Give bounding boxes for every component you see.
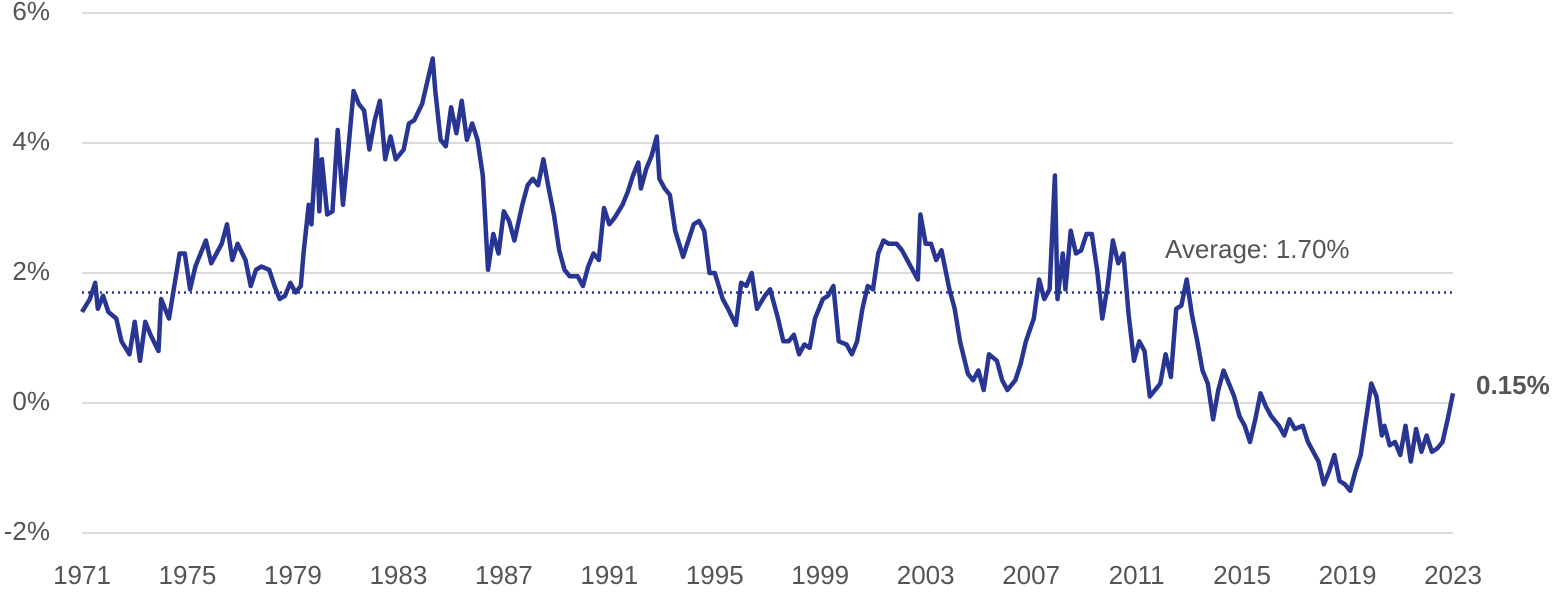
x-tick-label: 1995 [686,560,744,590]
x-tick-label: 1999 [791,560,849,590]
x-tick-label: 2015 [1213,560,1271,590]
x-tick-label: 1987 [475,560,533,590]
x-tick-label: 2019 [1319,560,1377,590]
x-tick-label: 1971 [53,560,111,590]
x-tick-label: 1991 [580,560,638,590]
x-tick-label: 1975 [159,560,217,590]
average-label: Average: 1.70% [1165,234,1350,264]
x-tick-label: 2011 [1109,560,1165,590]
x-tick-label: 2003 [897,560,955,590]
y-tick-label: 2% [12,256,50,286]
y-tick-label: 4% [12,126,50,156]
x-tick-label: 1979 [264,560,322,590]
y-tick-label: 6% [12,0,50,26]
x-tick-label: 1983 [369,560,427,590]
x-tick-label: 2007 [1002,560,1060,590]
end-label: 0.15% [1476,370,1550,400]
y-tick-label: -2% [4,516,50,546]
x-tick-label: 2023 [1424,560,1482,590]
data-line [80,56,1456,494]
y-tick-label: 0% [12,386,50,416]
